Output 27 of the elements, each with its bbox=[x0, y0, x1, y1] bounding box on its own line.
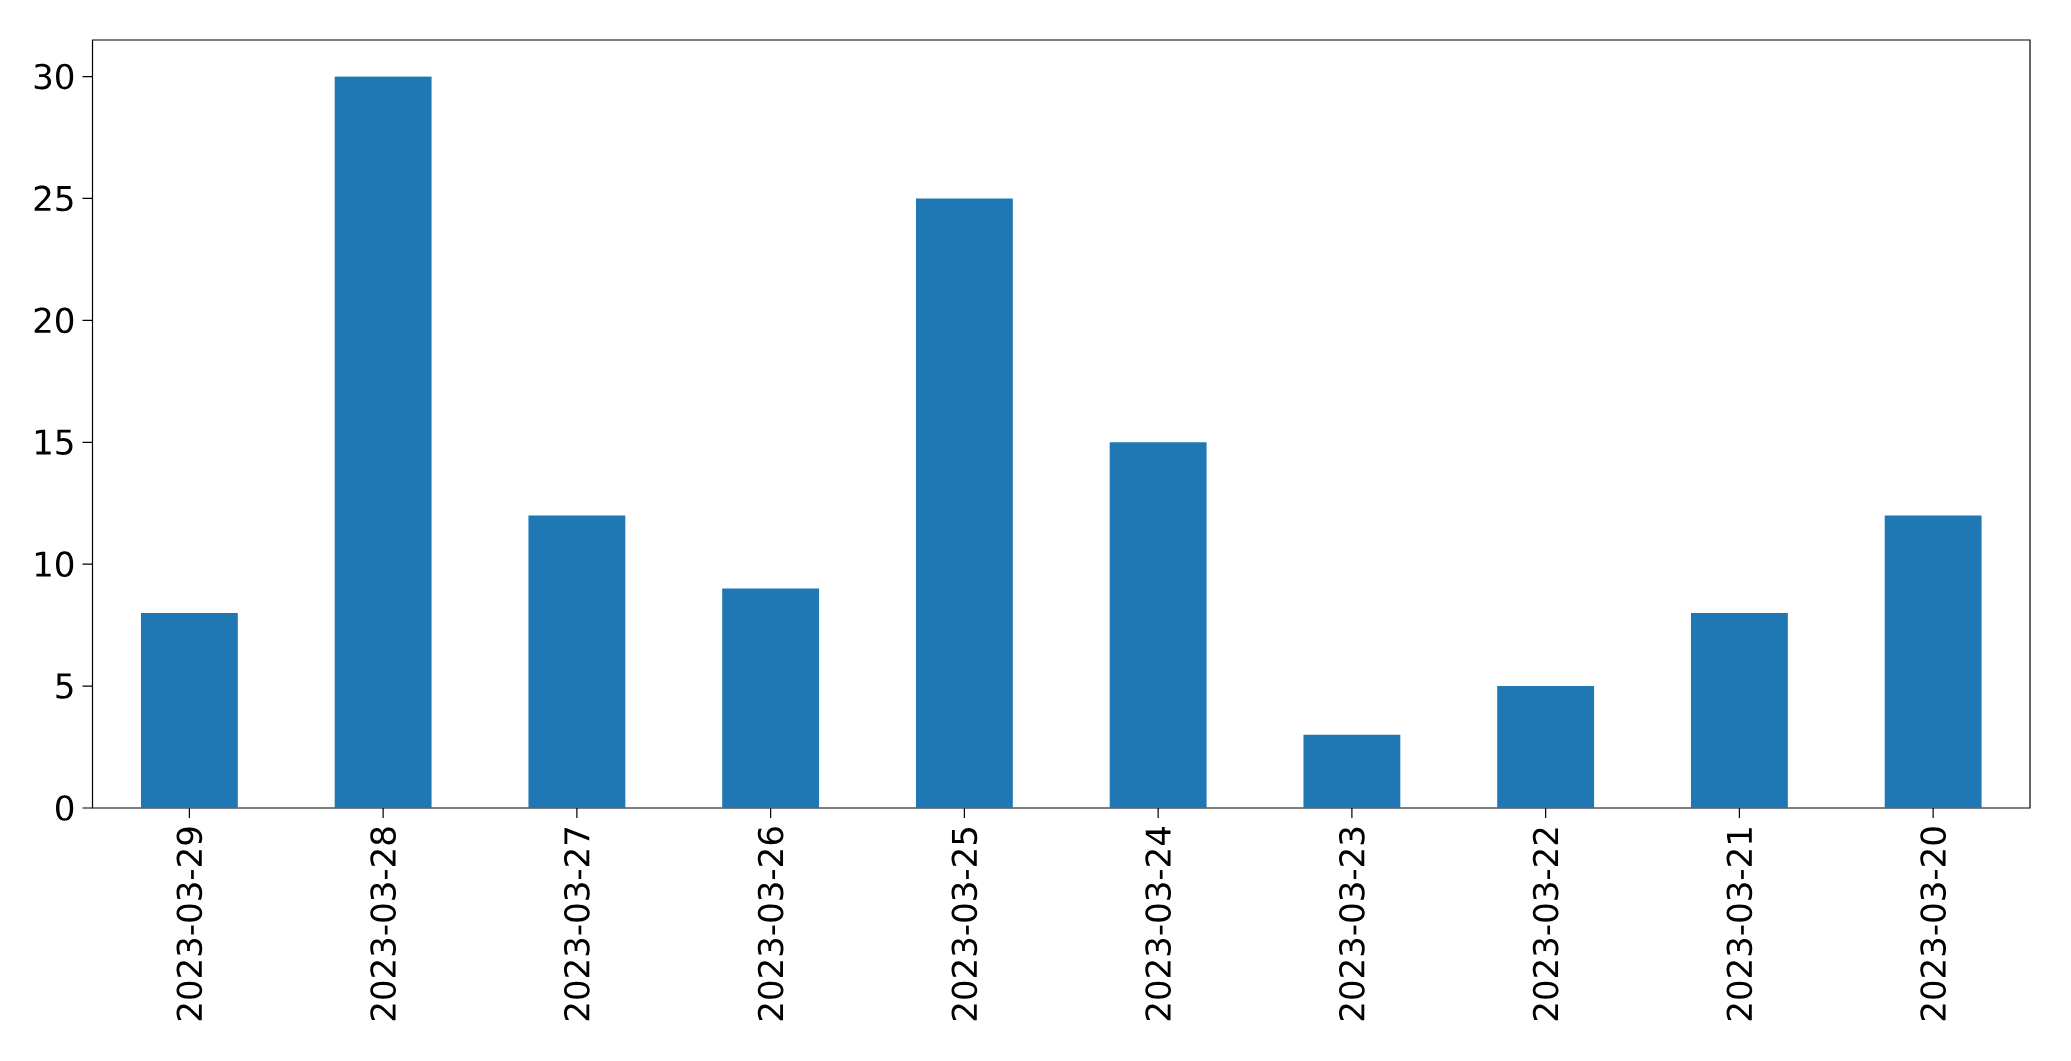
bar bbox=[1109, 442, 1207, 808]
y-tick-label: 5 bbox=[56, 673, 73, 699]
x-tick-label: 2023-03-20 bbox=[1920, 827, 1946, 1021]
y-tick-label: 0 bbox=[56, 795, 74, 821]
x-tick-label: 2023-03-29 bbox=[176, 827, 203, 1021]
y-tick-label: 25 bbox=[34, 185, 73, 212]
bar bbox=[915, 198, 1013, 808]
y-tick-label: 30 bbox=[34, 63, 74, 90]
x-tick-label: 2023-03-22 bbox=[1532, 828, 1559, 1021]
y-tick-label: 15 bbox=[35, 429, 73, 455]
x-tick-label: 2023-03-27 bbox=[564, 828, 590, 1021]
x-tick-label: 2023-03-23 bbox=[1339, 827, 1365, 1021]
x-tick-label: 2023-03-24 bbox=[1145, 827, 1171, 1021]
bar bbox=[334, 76, 432, 808]
x-tick-label: 2023-03-25 bbox=[951, 828, 978, 1021]
x-tick-label: 2023-03-28 bbox=[370, 827, 396, 1021]
bar bbox=[1884, 515, 1982, 808]
bar bbox=[1690, 612, 1788, 808]
y-tick-label: 20 bbox=[34, 307, 74, 334]
bar bbox=[528, 515, 626, 808]
bar bbox=[722, 588, 820, 808]
y-tick-label: 10 bbox=[35, 551, 74, 578]
bar bbox=[1303, 734, 1401, 808]
x-tick-label: 2023-03-21 bbox=[1726, 828, 1753, 1021]
x-tick-label: 2023-03-26 bbox=[757, 827, 784, 1021]
bar bbox=[140, 612, 238, 808]
bar bbox=[1497, 686, 1595, 808]
